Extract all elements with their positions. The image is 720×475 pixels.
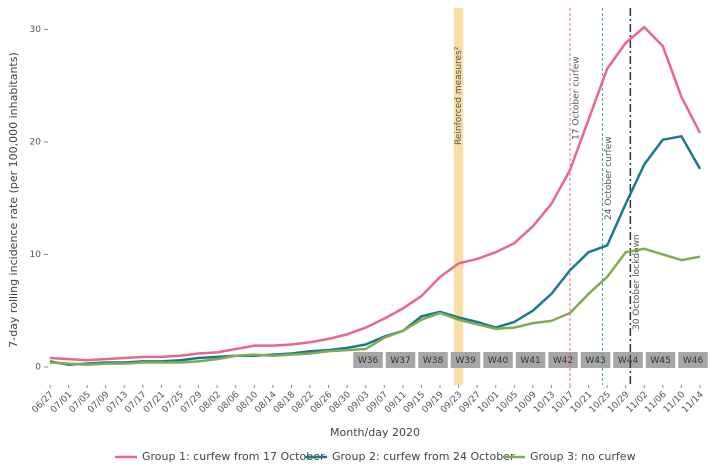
week-label: W44 xyxy=(618,356,639,366)
week-box xyxy=(678,352,708,368)
series-line xyxy=(49,247,701,366)
week-label: W43 xyxy=(585,356,605,366)
week-box xyxy=(385,352,416,368)
week-label: W42 xyxy=(553,356,573,366)
y-tick-label: 30 xyxy=(30,25,42,35)
reinforced-band xyxy=(453,8,464,385)
week-label: W36 xyxy=(358,356,379,366)
legend-label: Group 1: curfew from 17 October xyxy=(142,450,325,463)
annotation-label: 24 October curfew xyxy=(604,136,614,220)
annotation-label: 17 October curfew xyxy=(572,56,582,140)
week-box xyxy=(353,352,383,368)
annotation-label: 30 October lockdown xyxy=(632,234,642,330)
band-label: Reinforced measures² xyxy=(454,46,464,145)
week-box xyxy=(515,352,546,368)
week-box xyxy=(450,352,481,368)
week-box xyxy=(418,352,448,368)
week-label: W46 xyxy=(683,356,704,366)
week-label: W37 xyxy=(390,356,410,366)
week-box xyxy=(613,352,643,368)
legend-label: Group 2: curfew from 24 October xyxy=(332,450,515,463)
week-label: W41 xyxy=(520,356,540,366)
y-axis-label: 7-day rolling incidence rate (per 100,00… xyxy=(7,52,20,348)
week-label: W39 xyxy=(455,356,476,366)
y-tick-label: 0 xyxy=(35,362,41,372)
week-label: W40 xyxy=(488,356,509,366)
x-axis-label: Month/day 2020 xyxy=(330,426,420,439)
week-label: W45 xyxy=(650,356,670,366)
y-tick-label: 10 xyxy=(30,250,42,260)
week-box xyxy=(645,352,676,368)
series-line xyxy=(49,25,702,362)
week-label: W38 xyxy=(423,356,444,366)
x-tick-label: 11/14 xyxy=(680,390,706,416)
y-tick-label: 20 xyxy=(30,137,42,147)
week-box xyxy=(483,352,513,368)
legend-label: Group 3: no curfew xyxy=(530,450,636,463)
